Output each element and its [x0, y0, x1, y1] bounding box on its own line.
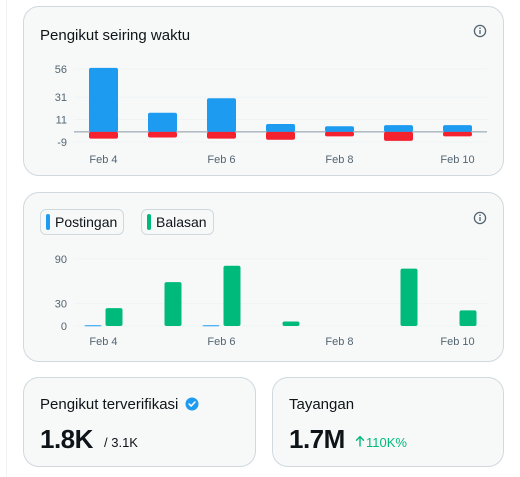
stat-value: 1.8K — [40, 424, 93, 454]
arrow-up-icon — [355, 435, 365, 447]
stat-total: / 3.1K — [104, 435, 138, 450]
x-tick-label: Feb 8 — [325, 336, 353, 348]
x-tick-label: Feb 8 — [325, 154, 353, 166]
y-tick-label: -9 — [57, 137, 67, 149]
posts-replies-chart: 90 30 0 Feb 4 Feb 6 Feb 8 Feb 10 — [55, 254, 487, 348]
bar-balasan — [105, 308, 123, 326]
x-tick-label: Feb 10 — [440, 154, 474, 166]
impressions-card: Tayangan 1.7M 110K% — [272, 377, 504, 467]
bar-gain — [266, 124, 295, 132]
y-tick-label: 11 — [56, 115, 67, 127]
bar-gain — [89, 67, 118, 132]
bar-balasan — [400, 268, 418, 326]
info-icon[interactable] — [473, 24, 487, 38]
bar-gain — [148, 112, 177, 132]
y-tick-label: 90 — [55, 254, 67, 266]
bar-postingan — [202, 325, 220, 327]
x-tick-label: Feb 4 — [89, 336, 117, 348]
legend-label: Balasan — [156, 214, 207, 230]
x-tick-label: Feb 4 — [89, 154, 117, 166]
x-tick-label: Feb 6 — [207, 154, 235, 166]
followers-over-time-card: Pengikut seiring waktu 56 31 11 -9 Feb 4 Feb … — [23, 6, 504, 176]
bar-gain — [384, 125, 413, 132]
bar-loss — [443, 131, 472, 137]
posts-replies-card: Postingan Balasan 90 30 0 Feb 4 Feb 6 Feb 8 Fe… — [23, 192, 504, 362]
bar-loss — [325, 131, 354, 137]
x-tick-label: Feb 10 — [440, 336, 474, 348]
page-left-divider — [6, 0, 7, 477]
card-title: Pengikut seiring waktu — [40, 27, 191, 44]
bar-gain — [325, 126, 354, 132]
y-tick-label: 30 — [55, 299, 67, 311]
legend-item-postingan[interactable]: Postingan — [40, 209, 125, 235]
stat-value: 1.7M — [289, 424, 345, 454]
stat-change: 110K% — [366, 435, 407, 450]
bar-gain — [207, 98, 236, 132]
legend-swatch — [46, 214, 50, 230]
card-title: Tayangan — [289, 396, 355, 413]
y-tick-label: 0 — [61, 321, 67, 333]
x-tick-label: Feb 6 — [207, 336, 235, 348]
bar-gain — [443, 125, 472, 132]
bar-balasan — [164, 282, 182, 326]
verified-badge-icon — [185, 397, 199, 411]
legend-item-balasan[interactable]: Balasan — [141, 209, 214, 235]
y-tick-label: 31 — [55, 92, 67, 104]
bar-postingan — [84, 325, 102, 327]
bar-loss — [384, 131, 413, 141]
y-tick-label: 56 — [55, 64, 67, 76]
bar-loss — [207, 131, 236, 139]
bar-loss — [148, 131, 177, 138]
info-icon[interactable] — [473, 211, 487, 225]
legend-swatch — [147, 214, 151, 230]
card-title: Pengikut terverifikasi — [40, 396, 179, 413]
bar-balasan — [459, 310, 477, 326]
verified-followers-card: Pengikut terverifikasi 1.8K / 3.1K — [23, 377, 256, 467]
bar-loss — [266, 131, 295, 140]
bar-balasan — [282, 321, 300, 326]
legend-label: Postingan — [55, 214, 118, 230]
followers-chart: 56 31 11 -9 Feb 4 Feb 6 Feb 8 Feb 10 — [55, 64, 487, 166]
bar-loss — [89, 131, 118, 139]
bar-balasan — [223, 265, 241, 326]
